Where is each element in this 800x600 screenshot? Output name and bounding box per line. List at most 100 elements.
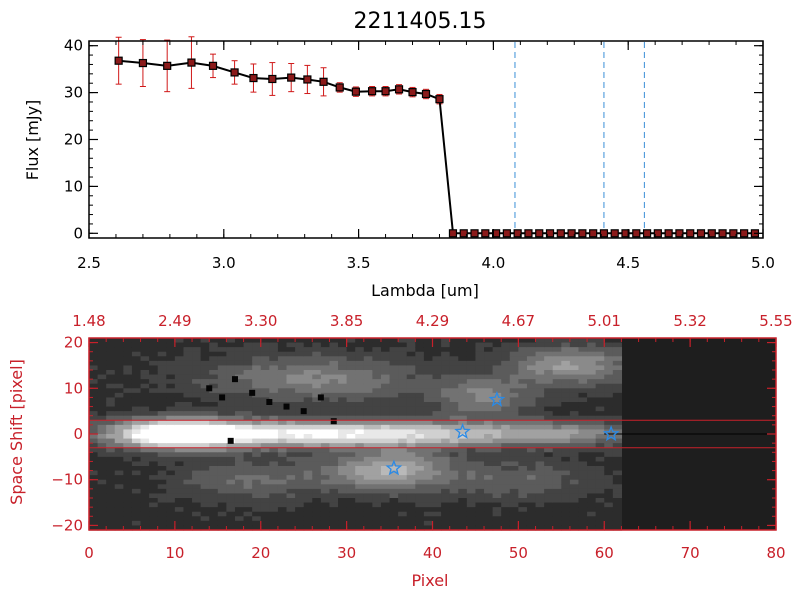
x-tick-label: 5.0 (751, 254, 775, 272)
y-axis-label: Flux [mJy] (23, 100, 42, 181)
spectral-image (89, 338, 776, 531)
x-tick-label: 3.5 (347, 254, 371, 272)
image-x-tick-label: 40 (423, 544, 442, 562)
bad-pixel (283, 403, 290, 410)
bad-pixel (249, 389, 256, 396)
y-tick-label: 20 (64, 131, 83, 149)
y-tick-label: 40 (64, 37, 83, 55)
data-point (319, 77, 328, 86)
x-tick-label: 3.0 (212, 254, 236, 272)
spectral-image-plot: 0 10 20 30 40 50 60 70 80 1.48 2.49 3.30 3.85 4.29 4.6… (7, 312, 793, 590)
image-y-tick-label: −10 (51, 471, 83, 489)
image-y-tick-label: 20 (64, 334, 83, 352)
image-x-tick-label: 70 (681, 544, 700, 562)
image-x-tick-label: 20 (251, 544, 270, 562)
data-point (696, 229, 706, 238)
data-point (163, 61, 172, 70)
data-point (556, 229, 565, 238)
wavelength-axis-label: 1.48 (72, 312, 105, 330)
wavelength-axis-label: 5.32 (673, 312, 706, 330)
data-point (491, 229, 501, 238)
data-point (740, 229, 749, 238)
data-point (421, 89, 431, 99)
line-marker-star (385, 459, 403, 476)
data-point (435, 95, 444, 104)
image-x-tick-label: 10 (165, 544, 184, 562)
chart-title: 2211405.15 (354, 9, 487, 34)
x-tick-label: 4.0 (481, 254, 505, 272)
wavelength-axis-label: 5.01 (588, 312, 621, 330)
data-point (481, 229, 490, 238)
image-x-tick-label: 30 (337, 544, 356, 562)
data-point (502, 229, 511, 238)
data-point (459, 229, 468, 238)
data-point (610, 229, 619, 238)
bad-pixel (219, 394, 226, 401)
image-x-tick-label: 50 (509, 544, 528, 562)
bad-pixel (330, 418, 337, 425)
data-point (545, 229, 555, 238)
bad-pixel (206, 385, 213, 392)
data-point (408, 88, 417, 97)
wavelength-axis-label: 4.29 (416, 312, 449, 330)
data-point (567, 229, 576, 238)
line-marker-star (454, 422, 471, 439)
data-point (303, 75, 312, 84)
data-point (249, 73, 258, 83)
data-point (675, 229, 684, 238)
wavelength-axis-label: 5.55 (759, 312, 792, 330)
data-point (513, 229, 522, 238)
data-point (621, 229, 630, 238)
bad-pixel (266, 399, 273, 405)
data-point (470, 229, 479, 238)
x-tick-label: 4.5 (616, 254, 640, 272)
wavelength-axis-label: 4.67 (502, 312, 535, 330)
data-point (653, 229, 662, 238)
data-point (578, 229, 587, 238)
trace-overlay (89, 390, 776, 476)
data-point (394, 85, 404, 94)
y-tick-label: 0 (73, 224, 83, 242)
data-point (448, 229, 458, 238)
data-point (524, 229, 533, 238)
data-point (187, 58, 196, 67)
data-point (686, 229, 695, 238)
image-y-axis-label: Space Shift [pixel] (7, 359, 26, 505)
data-point (114, 56, 123, 65)
data-point (729, 229, 738, 238)
image-x-tick-label: 60 (595, 544, 614, 562)
data-point (367, 87, 377, 96)
image-x-tick-label: 80 (766, 544, 785, 562)
image-y-tick-label: −20 (51, 516, 83, 534)
image-axes: 0 10 20 30 40 50 60 70 80 1.48 2.49 3.30 3.85 4.29 4.6… (51, 312, 792, 562)
spectrum-series (114, 36, 760, 238)
image-y-tick-label: 0 (73, 425, 83, 443)
data-point (535, 229, 544, 238)
data-point (599, 229, 609, 238)
x-axis-label: Lambda [um] (371, 281, 479, 300)
data-point (335, 83, 344, 92)
image-x-tick-label: 0 (84, 544, 94, 562)
image-x-axis-label: Pixel (411, 571, 448, 590)
data-point (381, 87, 390, 96)
data-point (287, 73, 296, 82)
wavelength-axis-label: 3.85 (330, 312, 363, 330)
wavelength-markers (514, 42, 645, 237)
bad-pixel (300, 408, 307, 415)
line-marker-star (602, 425, 620, 442)
x-tick-label: 2.5 (77, 254, 101, 272)
data-point (138, 58, 148, 68)
wavelength-axis-label: 3.30 (244, 312, 277, 330)
data-point (208, 61, 218, 70)
data-point (707, 229, 716, 238)
image-y-tick-label: 10 (64, 379, 83, 397)
data-point (589, 229, 598, 238)
bad-pixel (317, 394, 324, 401)
y-tick-label: 10 (64, 177, 83, 195)
data-point (642, 229, 652, 238)
data-point (664, 229, 673, 238)
y-tick-label: 30 (64, 84, 83, 102)
bad-pixel (231, 376, 238, 383)
wavelength-axis-label: 2.49 (158, 312, 191, 330)
